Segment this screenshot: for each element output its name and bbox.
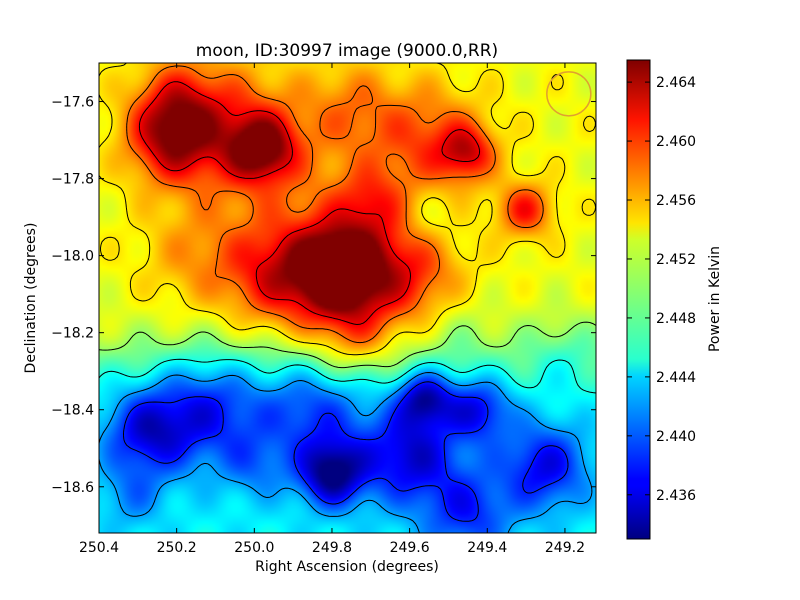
colorbar: 2.436 2.440 2.444 2.448 2.452 2.456 2.460 2.464…: [626, 59, 723, 540]
x-tick-label: 249.2: [545, 540, 585, 556]
colorbar-tick-label: 2.456: [656, 193, 696, 209]
x-tick-label: 250.2: [157, 540, 197, 556]
colorbar-label: Power in Kelvin: [707, 246, 723, 352]
contour-line: [138, 81, 481, 325]
contour-line: [126, 65, 544, 344]
x-tick-label: 249.6: [390, 540, 430, 556]
y-tick-label: −18.2: [51, 326, 94, 342]
x-axis: 250.4 250.2 250.0 249.8 249.6 249.4 249.2: [79, 63, 585, 556]
x-tick-label: 250.0: [234, 540, 274, 556]
colorbar-tick-label: 2.444: [656, 370, 696, 386]
y-tick-label: −17.8: [51, 172, 94, 188]
colorbar-tick-label: 2.440: [656, 429, 696, 445]
colorbar-tick-label: 2.448: [656, 311, 696, 327]
x-tick-label: 249.8: [312, 540, 352, 556]
y-tick-label: −17.6: [51, 95, 94, 111]
x-tick-label: 250.4: [79, 540, 119, 556]
colorbar-tick-label: 2.464: [656, 75, 696, 91]
plot-area: [99, 63, 596, 533]
colorbar-tick-label: 2.452: [656, 252, 696, 268]
contour-line: [99, 63, 596, 356]
y-axis: −17.6 −17.8 −18.0 −18.2 −18.4 −18.6: [51, 95, 596, 496]
beam-marker: [546, 71, 592, 117]
y-tick-label: −18.0: [51, 249, 94, 265]
contour-line: [99, 358, 596, 394]
colorbar-tick-label: 2.436: [656, 488, 696, 504]
x-axis-label: Right Ascension (degrees): [255, 559, 439, 575]
contour-line: [123, 381, 569, 522]
contour-line: [99, 321, 596, 369]
heatmap-image: [99, 63, 596, 533]
colorbar-ticks: 2.436 2.440 2.444 2.448 2.452 2.456 2.460 2.464: [627, 75, 696, 504]
plot-frame: [98, 62, 597, 534]
y-tick-label: −18.6: [51, 480, 94, 496]
contour-line: [99, 372, 593, 533]
contour-lines: [99, 63, 596, 533]
colorbar-tick-label: 2.460: [656, 134, 696, 150]
x-tick-label: 249.4: [467, 540, 507, 556]
y-axis-label: Declination (degrees): [23, 223, 39, 374]
chart-title: moon, ID:30997 image (9000.0,RR): [196, 41, 498, 61]
y-tick-label: −18.4: [51, 403, 94, 419]
colorbar-scale: [626, 59, 651, 540]
